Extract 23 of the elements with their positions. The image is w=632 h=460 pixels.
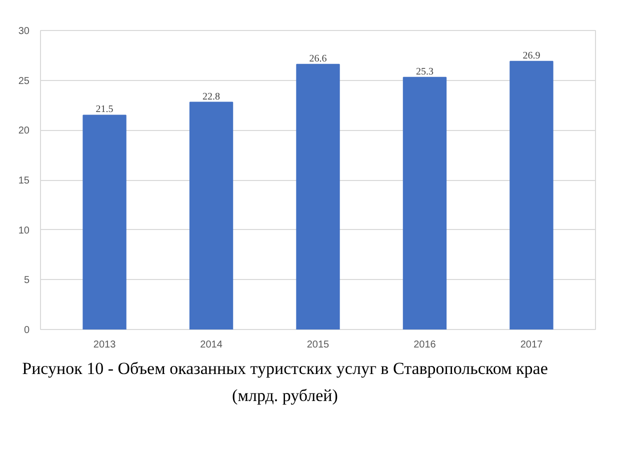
bar xyxy=(402,76,447,330)
data-label: 21.5 xyxy=(96,104,114,116)
y-tick-label: 30 xyxy=(18,26,30,37)
y-tick-label: 15 xyxy=(18,176,30,186)
y-tick-label: 10 xyxy=(18,225,30,236)
x-tick-label: 2014 xyxy=(200,340,223,350)
data-label: 22.8 xyxy=(202,91,220,102)
y-tick-label: 5 xyxy=(24,275,30,286)
y-tick-label: 0 xyxy=(24,325,30,336)
bar xyxy=(510,60,554,330)
x-tick-label: 2013 xyxy=(93,340,116,350)
y-tick-label: 25 xyxy=(18,76,30,87)
x-tick-label: 2016 xyxy=(414,340,436,350)
text: Рисунок 10 - Объем оказанных туристских услуг в Ставропольском крае (млрд. рублей) xyxy=(21,358,549,408)
data-label: 26.9 xyxy=(522,50,540,62)
data-label: 26.6 xyxy=(309,53,327,64)
x-tick-label: 2017 xyxy=(520,340,544,350)
bar xyxy=(189,102,234,330)
bar xyxy=(296,64,340,330)
x-tick-label: 2015 xyxy=(306,340,330,350)
data-label: 25.3 xyxy=(416,66,434,78)
y-tick-label: 20 xyxy=(18,126,30,137)
bar xyxy=(82,114,126,330)
